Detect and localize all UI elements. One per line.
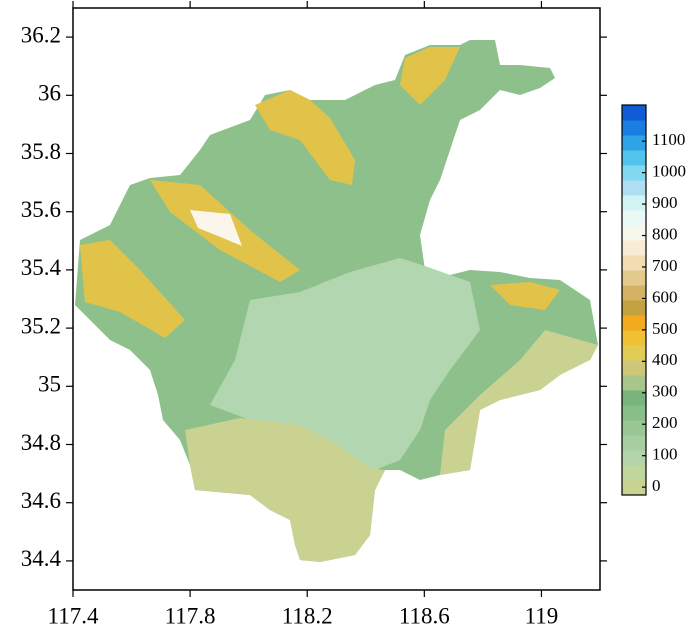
colorbar-tick-label: 300 — [652, 382, 678, 401]
y-tick-label: 35.6 — [21, 197, 61, 222]
x-tick-label: 119 — [525, 603, 559, 628]
colorbar-band — [622, 390, 646, 406]
colorbar-tick-label: 400 — [652, 350, 678, 369]
y-tick-label: 34.6 — [21, 488, 61, 513]
colorbar-tick-label: 800 — [652, 224, 678, 243]
colorbar-band — [622, 285, 646, 301]
colorbar-tick-label: 1100 — [652, 130, 685, 149]
region-map — [75, 40, 598, 562]
region-south-plain — [185, 418, 385, 562]
colorbar-band — [622, 345, 646, 361]
colorbar-band — [622, 300, 646, 316]
y-tick-label: 36 — [38, 81, 61, 106]
axes: 117.4 117.8 118.2 118.6 119 34.4 34.6 34.8 35 35.… — [21, 1, 607, 628]
highland — [255, 90, 355, 185]
highland — [490, 282, 560, 310]
colorbar-band — [622, 240, 646, 256]
colorbar-tick-label: 500 — [652, 319, 678, 338]
y-tick-label: 35.4 — [21, 255, 62, 280]
region-east-plain — [440, 330, 598, 475]
colorbar-band — [622, 120, 646, 136]
colorbar-band — [622, 435, 646, 451]
y-tick-label: 35 — [38, 372, 61, 397]
plot-frame — [72, 7, 601, 591]
y-tick-label: 34.8 — [21, 430, 61, 455]
y-tick-label: 35.8 — [21, 139, 61, 164]
colorbar-band — [622, 315, 646, 331]
colorbar-band — [622, 270, 646, 286]
x-tick-label: 118.2 — [282, 603, 333, 628]
y-tick-label: 36.2 — [21, 22, 61, 47]
colorbar-tick-label: 600 — [652, 287, 678, 306]
y-tick-label: 34.4 — [21, 546, 62, 571]
colorbar-tick-label: 700 — [652, 256, 678, 275]
colorbar-band — [622, 465, 646, 481]
colorbar-band — [622, 180, 646, 196]
colorbar-tick-label: 100 — [652, 445, 678, 464]
colorbar-tick-label: 900 — [652, 193, 678, 212]
x-tick-label: 117.4 — [48, 603, 99, 628]
colorbar-band — [622, 165, 646, 181]
colorbar-tick-label: 200 — [652, 413, 678, 432]
colorbar-band — [622, 210, 646, 226]
x-tick-label: 117.8 — [165, 603, 216, 628]
colorbar-band — [622, 420, 646, 436]
colorbar-band — [622, 255, 646, 271]
colorbar-tick-label: 0 — [652, 476, 661, 495]
highland — [80, 240, 185, 338]
colorbar-band — [622, 450, 646, 466]
colorbar-tick-label: 1000 — [652, 162, 686, 181]
highland-peak — [190, 210, 242, 246]
highland — [400, 47, 460, 105]
colorbar-band — [622, 150, 646, 166]
y-tick-label: 35.2 — [21, 313, 61, 338]
colorbar: 0 100 200 300 400 500 600 700 800 900 1000 1100 — [621, 104, 686, 496]
colorbar-frame — [621, 104, 647, 496]
region-plain — [210, 258, 480, 470]
colorbar-band — [622, 225, 646, 241]
colorbar-band — [622, 195, 646, 211]
colorbar-band — [622, 360, 646, 376]
x-tick-label: 118.6 — [399, 603, 450, 628]
colorbar-band — [622, 135, 646, 151]
colorbar-band — [622, 105, 646, 121]
colorbar-band — [622, 405, 646, 421]
colorbar-band — [622, 330, 646, 346]
colorbar-band — [622, 375, 646, 391]
colorbar-band — [622, 480, 646, 496]
